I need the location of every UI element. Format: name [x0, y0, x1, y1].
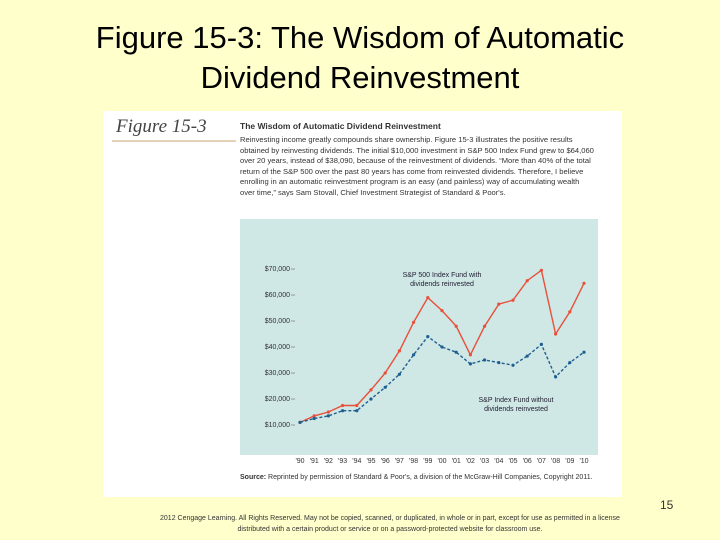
point — [312, 416, 316, 421]
footer: 2012 Cengage Learning. All Rights Reserv… — [160, 515, 620, 533]
y-tick-label: $60,000 — [265, 292, 290, 299]
point — [554, 332, 558, 336]
point — [426, 335, 430, 339]
point — [582, 281, 586, 285]
x-tick-label: '06 — [523, 458, 532, 465]
x-tick-label: '90 — [295, 458, 304, 465]
y-tick-label: $50,000 — [265, 318, 290, 325]
x-tick-label: '97 — [395, 458, 404, 465]
point — [326, 410, 330, 414]
x-tick-label: '93 — [338, 458, 347, 465]
paragraph: Reinvesting income greatly compounds sha… — [240, 135, 594, 197]
point — [383, 371, 387, 375]
point — [539, 342, 544, 346]
page-number: 15 — [660, 498, 674, 512]
point — [412, 353, 416, 357]
y-tick-label: $30,000 — [265, 370, 290, 377]
point — [511, 298, 515, 302]
x-tick-label: '96 — [381, 458, 390, 465]
x-tick-label: '09 — [565, 458, 574, 465]
point — [568, 310, 572, 314]
point — [369, 388, 373, 392]
point — [426, 296, 430, 300]
point — [568, 361, 572, 365]
source-label: Source: — [240, 474, 267, 481]
y-tick-label: $20,000 — [265, 396, 290, 403]
point — [312, 414, 316, 418]
y-tick-label: $70,000 — [265, 266, 290, 273]
point — [355, 403, 359, 408]
point — [454, 324, 458, 328]
point — [468, 353, 472, 357]
figure-label: Figure 15-3 — [116, 116, 207, 137]
slide-title: Figure 15-3: The Wisdom of Automatic Div… — [95, 20, 625, 95]
x-tick-label: '01 — [452, 458, 461, 465]
x-tick-label: '99 — [423, 458, 432, 465]
point — [497, 361, 501, 365]
x-tick-label: '91 — [310, 458, 319, 465]
point — [511, 363, 515, 367]
plot-area — [240, 219, 598, 455]
point — [341, 403, 345, 408]
point — [525, 279, 529, 283]
point — [341, 409, 345, 413]
series-line — [299, 335, 585, 424]
point — [582, 350, 586, 354]
point — [539, 268, 544, 272]
x-tick-label: '95 — [366, 458, 375, 465]
y-tick-label: $10,000 — [265, 422, 290, 429]
point — [483, 324, 487, 328]
point — [497, 302, 501, 306]
point — [554, 375, 558, 379]
point — [483, 358, 487, 362]
point — [369, 397, 373, 401]
point — [440, 309, 444, 313]
x-tick-label: '92 — [324, 458, 333, 465]
x-tick-label: '10 — [579, 458, 588, 465]
x-tick-label: '03 — [480, 458, 489, 465]
point — [454, 350, 458, 354]
point — [440, 345, 444, 349]
point — [412, 320, 416, 324]
x-tick-label: '05 — [508, 458, 517, 465]
point — [397, 372, 401, 376]
legend-label: S&P Index Fund without dividends reinves… — [478, 397, 554, 413]
source-text: Reprinted by permission of Standard & Po… — [268, 474, 593, 481]
point — [525, 354, 529, 358]
point — [383, 385, 387, 389]
source: Source: Reprinted by permission of Stand… — [240, 474, 600, 481]
x-tick-label: '07 — [537, 458, 546, 465]
x-tick-label: '08 — [551, 458, 560, 465]
legend-label: S&P 500 Index Fund with dividends reinve… — [402, 272, 482, 288]
x-tick-label: '04 — [494, 458, 503, 465]
x-tick-label: '98 — [409, 458, 418, 465]
x-tick-label: '02 — [466, 458, 475, 465]
chart-title: The Wisdom of Automatic Dividend Reinves… — [240, 121, 441, 131]
point — [355, 409, 359, 413]
point — [468, 362, 472, 366]
y-tick-label: $40,000 — [265, 344, 290, 351]
point — [397, 349, 401, 353]
x-tick-label: '94 — [352, 458, 361, 465]
point — [298, 420, 302, 424]
point — [326, 414, 330, 418]
x-tick-label: '00 — [437, 458, 446, 465]
